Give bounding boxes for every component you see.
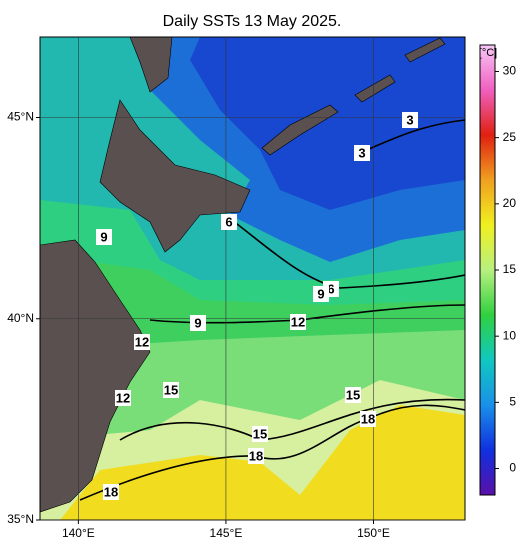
colorbar-tick-label: 0 bbox=[509, 461, 516, 475]
contour-label-bg bbox=[103, 484, 119, 500]
contour-label: 18 bbox=[249, 448, 263, 463]
contour-label-bg bbox=[221, 214, 237, 230]
land bbox=[129, 37, 173, 93]
land bbox=[404, 37, 446, 63]
colorbar-tick-label: 15 bbox=[503, 262, 517, 276]
contour-label-bg bbox=[354, 145, 370, 161]
contour-label-bg bbox=[252, 426, 268, 442]
y-tick-label: 45°N bbox=[7, 110, 34, 124]
contour-label-bg bbox=[96, 229, 112, 245]
ocean-zone bbox=[40, 200, 465, 305]
y-tick-label: 35°N bbox=[7, 512, 34, 526]
colorbar-label: [°C] bbox=[479, 47, 497, 59]
ocean-zone bbox=[60, 405, 465, 520]
contour-label-bg bbox=[115, 390, 131, 406]
colorbar-tick-label: 10 bbox=[503, 328, 517, 342]
contour-label-bg bbox=[248, 448, 264, 464]
contour-label: 18 bbox=[104, 484, 118, 499]
contour-label: 6 bbox=[327, 281, 334, 296]
contour-label: 18 bbox=[361, 411, 375, 426]
contour-label: 12 bbox=[135, 334, 149, 349]
contour-label: 15 bbox=[346, 387, 360, 402]
x-tick-label: 145°E bbox=[210, 526, 243, 540]
contour-label: 9 bbox=[194, 315, 201, 330]
colorbar bbox=[479, 44, 496, 496]
contour-label-bg bbox=[360, 411, 376, 427]
contour-label-bg bbox=[345, 387, 361, 403]
contour-label-bg bbox=[163, 382, 179, 398]
contour-label: 12 bbox=[116, 390, 130, 405]
colorbar-tick-label: 20 bbox=[503, 196, 517, 210]
land bbox=[99, 99, 251, 253]
contour-label: 15 bbox=[253, 426, 267, 441]
x-tick-label: 150°E bbox=[357, 526, 390, 540]
contour-label-bg bbox=[290, 314, 306, 330]
contour-label: 6 bbox=[225, 214, 232, 229]
contour-label-bg bbox=[313, 286, 329, 302]
land bbox=[354, 74, 396, 103]
land bbox=[40, 239, 151, 513]
contour-label: 3 bbox=[406, 112, 413, 127]
contour-label: 9 bbox=[100, 229, 107, 244]
y-tick-label: 40°N bbox=[7, 311, 34, 325]
ocean-zone bbox=[190, 37, 465, 210]
colorbar-tick-label: 25 bbox=[503, 130, 517, 144]
contour bbox=[79, 404, 465, 501]
contour-label: 12 bbox=[291, 314, 305, 329]
x-tick-label: 140°E bbox=[62, 526, 95, 540]
title: Daily SSTs 13 May 2025. bbox=[163, 13, 342, 30]
contour bbox=[224, 214, 465, 289]
contour-label: 9 bbox=[317, 286, 324, 301]
contour-label-bg bbox=[402, 112, 418, 128]
contour-label-bg bbox=[190, 315, 206, 331]
contour-label: 3 bbox=[358, 145, 365, 160]
contour-label-bg bbox=[134, 334, 150, 350]
colorbar-tick-label: 5 bbox=[509, 395, 516, 409]
colorbar-tick-label: 30 bbox=[503, 64, 517, 78]
contour-label: 15 bbox=[164, 382, 178, 397]
